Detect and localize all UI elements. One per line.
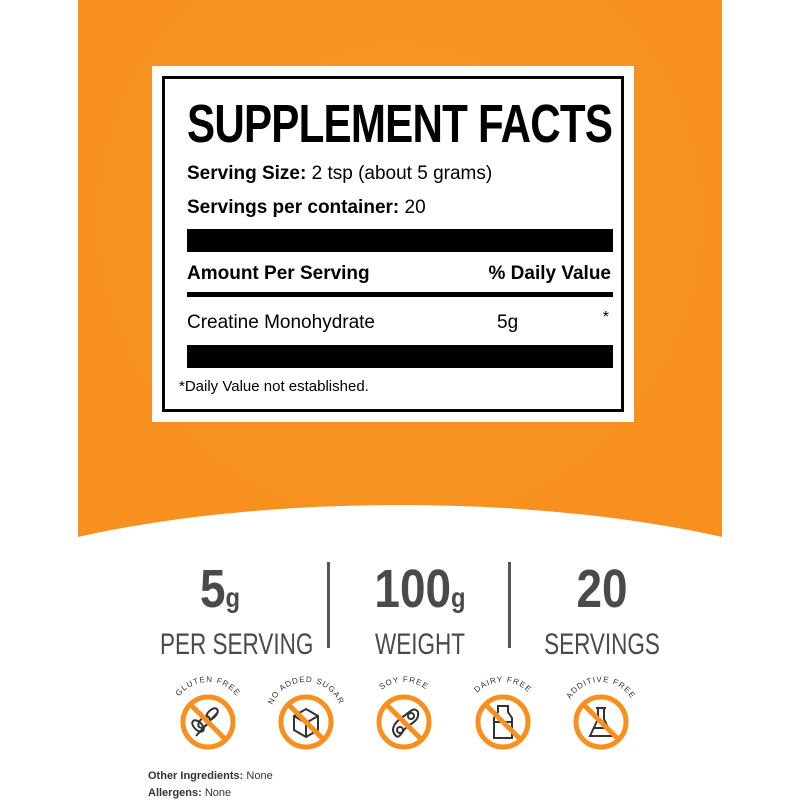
footnote: *Daily Value not established. xyxy=(179,378,369,395)
ingredient-dv: * xyxy=(602,309,609,326)
servings-per-container: Servings per container: 20 xyxy=(187,197,426,219)
thick-divider xyxy=(187,229,613,252)
facts-title: SUPPLEMENT FACTS xyxy=(187,94,613,154)
stat-servings: 20 SERVINGS xyxy=(522,560,682,663)
prohibit-slash xyxy=(581,702,621,742)
prohibit-slash xyxy=(483,702,523,742)
badge-additive-free: ADDITIVE FREE xyxy=(551,672,651,752)
prohibit-slash xyxy=(384,702,424,742)
prohibit-circle-icon xyxy=(573,694,629,750)
allergens-value: None xyxy=(204,787,232,799)
servings-label: Servings per container: xyxy=(187,197,400,218)
prohibit-slash xyxy=(286,702,326,742)
badge-dairy-free: DAIRY FREE xyxy=(453,672,553,752)
amount-header: Amount Per Serving xyxy=(187,263,370,284)
ingredient-amount: 5g xyxy=(497,312,519,333)
stat-weight: 100g WEIGHT xyxy=(340,560,500,663)
ingredient-name: Creatine Monohydrate xyxy=(187,312,375,333)
footer-info: Other Ingredients: None Allergens: None xyxy=(148,768,273,802)
other-value: None xyxy=(246,770,273,782)
other-ingredients: Other Ingredients: None xyxy=(148,768,273,785)
divider xyxy=(327,562,330,648)
servings-value: 20 xyxy=(404,197,426,218)
badge-soy-free: SOY FREE xyxy=(354,672,454,752)
badge-label: NO ADDED SUGAR xyxy=(266,675,346,706)
supplement-facts-label: SUPPLEMENT FACTS Serving Size: 2 tsp (ab… xyxy=(152,66,634,422)
prohibit-slash xyxy=(188,702,228,742)
prohibit-circle-icon xyxy=(376,694,432,750)
prohibit-circle-icon xyxy=(278,694,334,750)
serving-size-value: 2 tsp (about 5 grams) xyxy=(311,163,493,184)
stat-unit: g xyxy=(225,582,241,613)
stat-value: 20 xyxy=(576,559,628,619)
stat-per-serving: 5g PER SERVING xyxy=(140,559,314,663)
medium-divider xyxy=(187,292,613,297)
stat-label: WEIGHT xyxy=(375,628,465,661)
badge-label: DAIRY FREE xyxy=(472,675,533,695)
serving-size: Serving Size: 2 tsp (about 5 grams) xyxy=(187,163,492,185)
dv-header: % Daily Value xyxy=(488,263,611,284)
prohibit-circle-icon xyxy=(475,694,531,750)
allergens: Allergens: None xyxy=(148,785,273,802)
allergens-label: Allergens: xyxy=(148,787,202,799)
badge-label: GLUTEN FREE xyxy=(174,675,243,698)
badge-no-added-sugar: NO ADDED SUGAR xyxy=(256,672,356,752)
thick-divider-bottom xyxy=(187,345,613,368)
other-label: Other Ingredients: xyxy=(148,770,244,782)
stat-value: 5 xyxy=(199,559,226,619)
stat-label: SERVINGS xyxy=(544,628,660,661)
stat-value: 100 xyxy=(374,559,452,619)
stat-label: PER SERVING xyxy=(160,628,314,661)
stat-unit: g xyxy=(451,582,466,613)
badge-label: SOY FREE xyxy=(378,675,431,691)
divider xyxy=(508,562,511,648)
soybean-icon xyxy=(392,708,420,738)
badge-gluten-free: GLUTEN FREE xyxy=(158,672,258,752)
serving-size-label: Serving Size: xyxy=(187,163,307,184)
prohibit-circle-icon xyxy=(180,694,236,750)
white-curve xyxy=(78,505,722,548)
stats-row: 5g PER SERVING 100g WEIGHT 20 SERVINGS xyxy=(0,559,800,663)
